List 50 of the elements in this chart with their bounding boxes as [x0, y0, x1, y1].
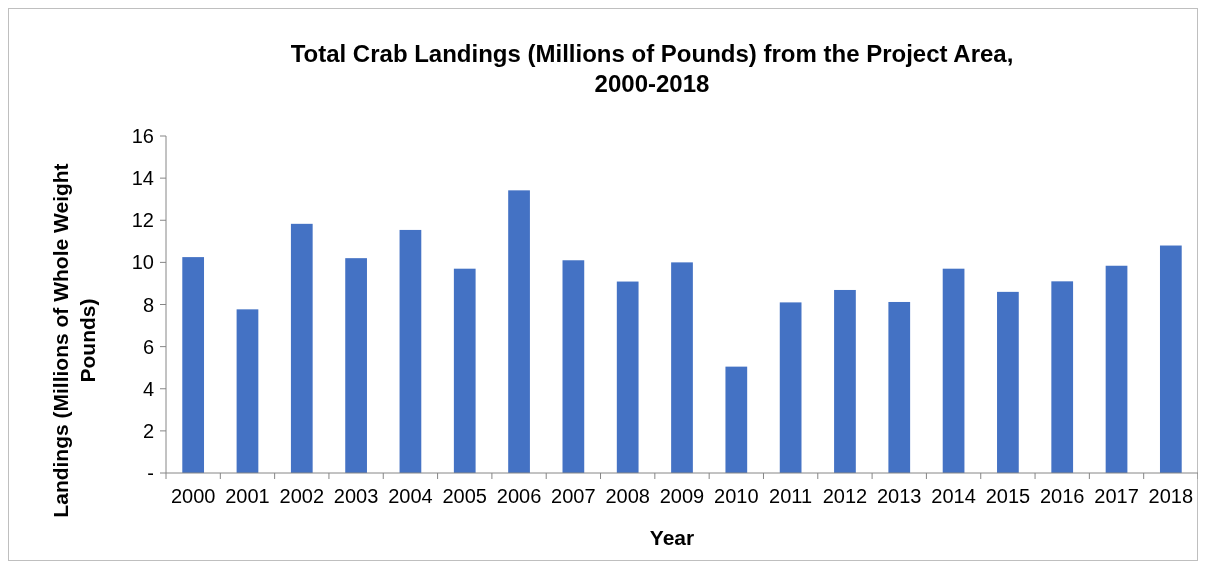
x-tick-label: 2014 — [931, 485, 976, 507]
bar — [1105, 265, 1128, 473]
bar — [345, 258, 367, 473]
x-tick-label: 2007 — [551, 485, 596, 507]
bar — [834, 289, 856, 473]
x-tick-label: 2009 — [659, 485, 705, 507]
bar — [779, 302, 802, 473]
y-tick-label: 6 — [142, 335, 154, 358]
y-axis-title: Landings (Millions of Whole Weight Pounds) — [49, 163, 99, 518]
x-tick-label: 2003 — [333, 485, 379, 507]
x-tick-label: 2016 — [1039, 485, 1085, 507]
bar — [236, 309, 259, 473]
y-tick-label: 8 — [142, 293, 154, 316]
y-tick-label: 14 — [131, 167, 154, 190]
x-tick-label: 2002 — [279, 485, 325, 507]
bar — [671, 262, 693, 473]
bar — [1159, 245, 1182, 473]
x-tick-label: 2015 — [985, 485, 1031, 507]
bar — [616, 281, 639, 473]
bar — [399, 229, 422, 473]
x-tick-label: 2018 — [1148, 485, 1194, 507]
bar — [1051, 281, 1074, 473]
y-tick-label: 16 — [131, 125, 154, 147]
bar — [997, 291, 1019, 473]
y-tick-label: 2 — [142, 419, 154, 442]
x-axis-title: Year — [649, 526, 695, 549]
x-tick-label: 2001 — [225, 485, 270, 507]
x-tick-label: 2005 — [442, 485, 487, 507]
bar — [562, 260, 585, 473]
x-tick-label: 2006 — [496, 485, 542, 507]
y-tick-label: 4 — [142, 377, 154, 400]
x-tick-label: 2011 — [769, 485, 813, 507]
bar — [182, 257, 205, 473]
bar — [942, 268, 965, 473]
bar — [888, 301, 911, 473]
x-tick-label: 2010 — [714, 485, 759, 507]
x-tick-label: 2000 — [170, 485, 216, 507]
y-tick-label: 10 — [131, 251, 154, 274]
x-tick-label: 2012 — [822, 485, 868, 507]
x-tick-label: 2013 — [877, 485, 922, 507]
chart-title: Total Crab Landings (Millions of Pounds) from the Project Area, 2000-2018 — [290, 40, 1014, 97]
bar — [290, 223, 313, 473]
x-tick-label: 2017 — [1094, 485, 1139, 507]
bar — [453, 268, 476, 473]
bar — [725, 366, 748, 473]
y-tick-label: - — [147, 462, 154, 484]
x-tick-label: 2008 — [605, 485, 650, 507]
bar — [508, 190, 530, 473]
y-tick-label: 12 — [131, 209, 154, 232]
x-tick-label: 2004 — [388, 485, 433, 507]
